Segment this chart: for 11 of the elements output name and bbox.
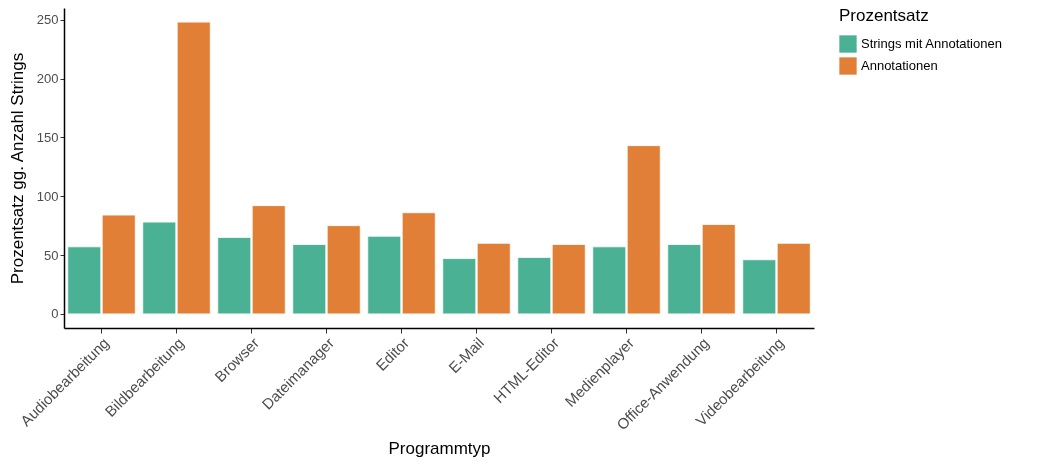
y-tick-label: 250 [36,12,59,28]
y-tick-label: 200 [36,71,59,87]
y-tick-label: 100 [36,188,59,204]
legend-label: Annotationen [861,58,938,73]
legend-label: Strings mit Annotationen [861,36,1002,51]
y-tick-label: 0 [51,306,59,322]
y-tick-label: 50 [44,247,59,263]
y-axis-title: Prozentsatz gg. Anzahl Strings [7,52,27,285]
legend-title: Prozentsatz [839,6,929,25]
y-tick-label: 150 [36,129,59,145]
x-axis-title: Programmtyp [388,439,491,459]
